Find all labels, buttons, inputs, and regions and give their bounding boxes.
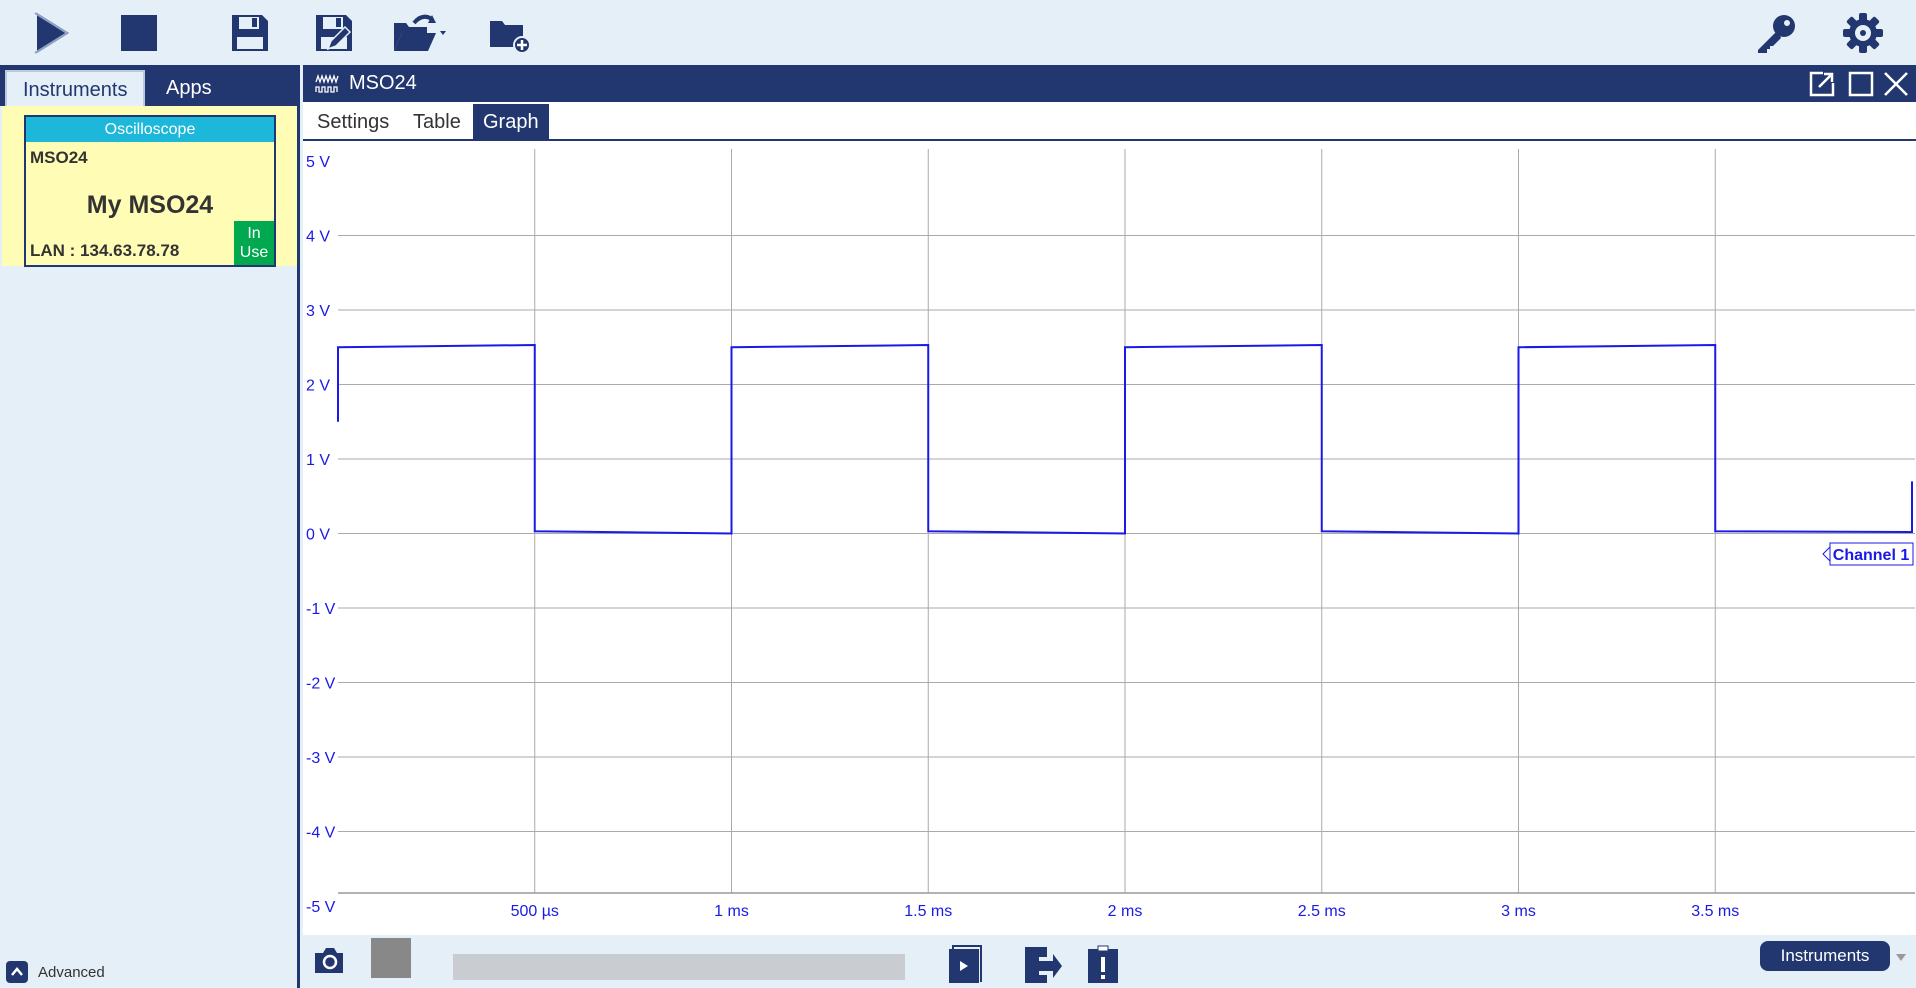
y-tick-label: -5 V — [306, 899, 336, 916]
instrument-type: Oscilloscope — [26, 117, 274, 142]
settings-button[interactable] — [1838, 8, 1888, 58]
play-button[interactable] — [28, 8, 78, 58]
instruments-button[interactable]: Instruments — [1760, 941, 1890, 971]
popout-icon[interactable] — [1809, 71, 1835, 97]
new-folder-icon — [490, 21, 531, 53]
y-tick-label: -4 V — [306, 825, 336, 842]
waveform-icon — [315, 74, 339, 93]
y-tick-label: 5 V — [306, 154, 330, 171]
y-tick-label: -1 V — [306, 601, 336, 618]
save-button[interactable] — [225, 8, 275, 58]
run-script-icon[interactable] — [947, 945, 983, 985]
stop-button[interactable] — [114, 8, 164, 58]
key-button[interactable] — [1752, 8, 1802, 58]
tab-instruments[interactable]: Instruments — [5, 70, 146, 106]
x-tick-label: 2 ms — [1108, 903, 1143, 920]
y-tick-label: 3 V — [306, 303, 330, 320]
maximize-icon[interactable] — [1848, 71, 1874, 97]
y-tick-label: 0 V — [306, 527, 330, 544]
y-tick-label: -3 V — [306, 750, 336, 767]
instrument-card[interactable]: Oscilloscope MSO24 My MSO24 LAN : 134.63… — [24, 115, 276, 267]
channel-1-label: Channel 1 — [1833, 547, 1910, 564]
x-tick-label: 1 ms — [714, 903, 749, 920]
x-tick-label: 3 ms — [1501, 903, 1536, 920]
save-as-icon — [316, 15, 352, 51]
window-tabs: Settings Table Graph — [303, 102, 1916, 141]
alert-clipboard-icon[interactable] — [1086, 945, 1120, 985]
y-tick-label: -2 V — [306, 676, 336, 693]
x-tick-label: 1.5 ms — [904, 903, 952, 920]
instrument-model: MSO24 — [30, 148, 88, 167]
tab-apps[interactable]: Apps — [166, 77, 212, 99]
status-badge: In Use — [234, 221, 274, 265]
progress-bar — [453, 954, 905, 980]
save-as-button[interactable] — [309, 8, 359, 58]
channel-1-trace — [337, 344, 1913, 535]
key-icon — [1758, 15, 1795, 53]
y-axis-labels: 5 V 4 V 3 V 2 V 1 V 0 V -1 V -2 V -3 V -4 V -5 V — [306, 154, 336, 916]
stop-icon — [121, 15, 157, 51]
x-axis-labels: 500 µs 1 ms 1.5 ms 2 ms 2.5 ms 3 ms 3.5 ms — [511, 903, 1740, 920]
instrument-name: My MSO24 — [86, 191, 214, 219]
instrument-window: MSO24 Settings Table Graph 5 V 4 V 3 V 2 V 1… — [303, 65, 1916, 988]
advanced-toggle[interactable] — [6, 961, 28, 983]
new-folder-button[interactable] — [485, 8, 535, 58]
oscilloscope-graph[interactable]: 5 V 4 V 3 V 2 V 1 V 0 V -1 V -2 V -3 V -4 V -5 V 5… — [303, 144, 1916, 935]
y-tick-label: 2 V — [306, 378, 330, 395]
gear-icon — [1843, 13, 1883, 53]
advanced-label[interactable]: Advanced — [38, 964, 105, 981]
window-titlebar: MSO24 — [303, 65, 1916, 102]
channel-1-marker[interactable]: Channel 1 — [1822, 542, 1914, 566]
instrument-card-area: Oscilloscope MSO24 My MSO24 LAN : 134.63… — [2, 106, 297, 267]
bottom-toolbar: Instruments — [303, 935, 1916, 988]
save-icon — [232, 15, 268, 51]
instrument-address: LAN : 134.63.78.78 — [30, 241, 180, 260]
left-tabs: Instruments Apps — [0, 65, 297, 106]
color-swatch[interactable] — [371, 938, 411, 978]
tab-graph[interactable]: Graph — [473, 104, 549, 141]
y-tick-label: 1 V — [306, 452, 330, 469]
dropdown-arrow-icon[interactable] — [1895, 951, 1907, 963]
x-tick-label: 500 µs — [511, 903, 559, 920]
chevron-up-icon — [11, 967, 23, 976]
open-button[interactable] — [390, 8, 450, 58]
x-tick-label: 3.5 ms — [1691, 903, 1739, 920]
grid — [338, 149, 1915, 893]
export-icon[interactable] — [1023, 945, 1063, 985]
tab-settings[interactable]: Settings — [317, 111, 390, 133]
window-title: MSO24 — [349, 72, 417, 94]
camera-icon[interactable] — [313, 945, 345, 975]
close-icon[interactable] — [1883, 71, 1909, 97]
tab-table[interactable]: Table — [413, 111, 461, 133]
left-panel: Instruments Apps Oscilloscope MSO24 My M… — [0, 65, 300, 988]
open-folder-icon — [394, 14, 446, 51]
y-tick-label: 4 V — [306, 229, 330, 246]
play-icon — [34, 12, 69, 54]
x-tick-label: 2.5 ms — [1298, 903, 1346, 920]
